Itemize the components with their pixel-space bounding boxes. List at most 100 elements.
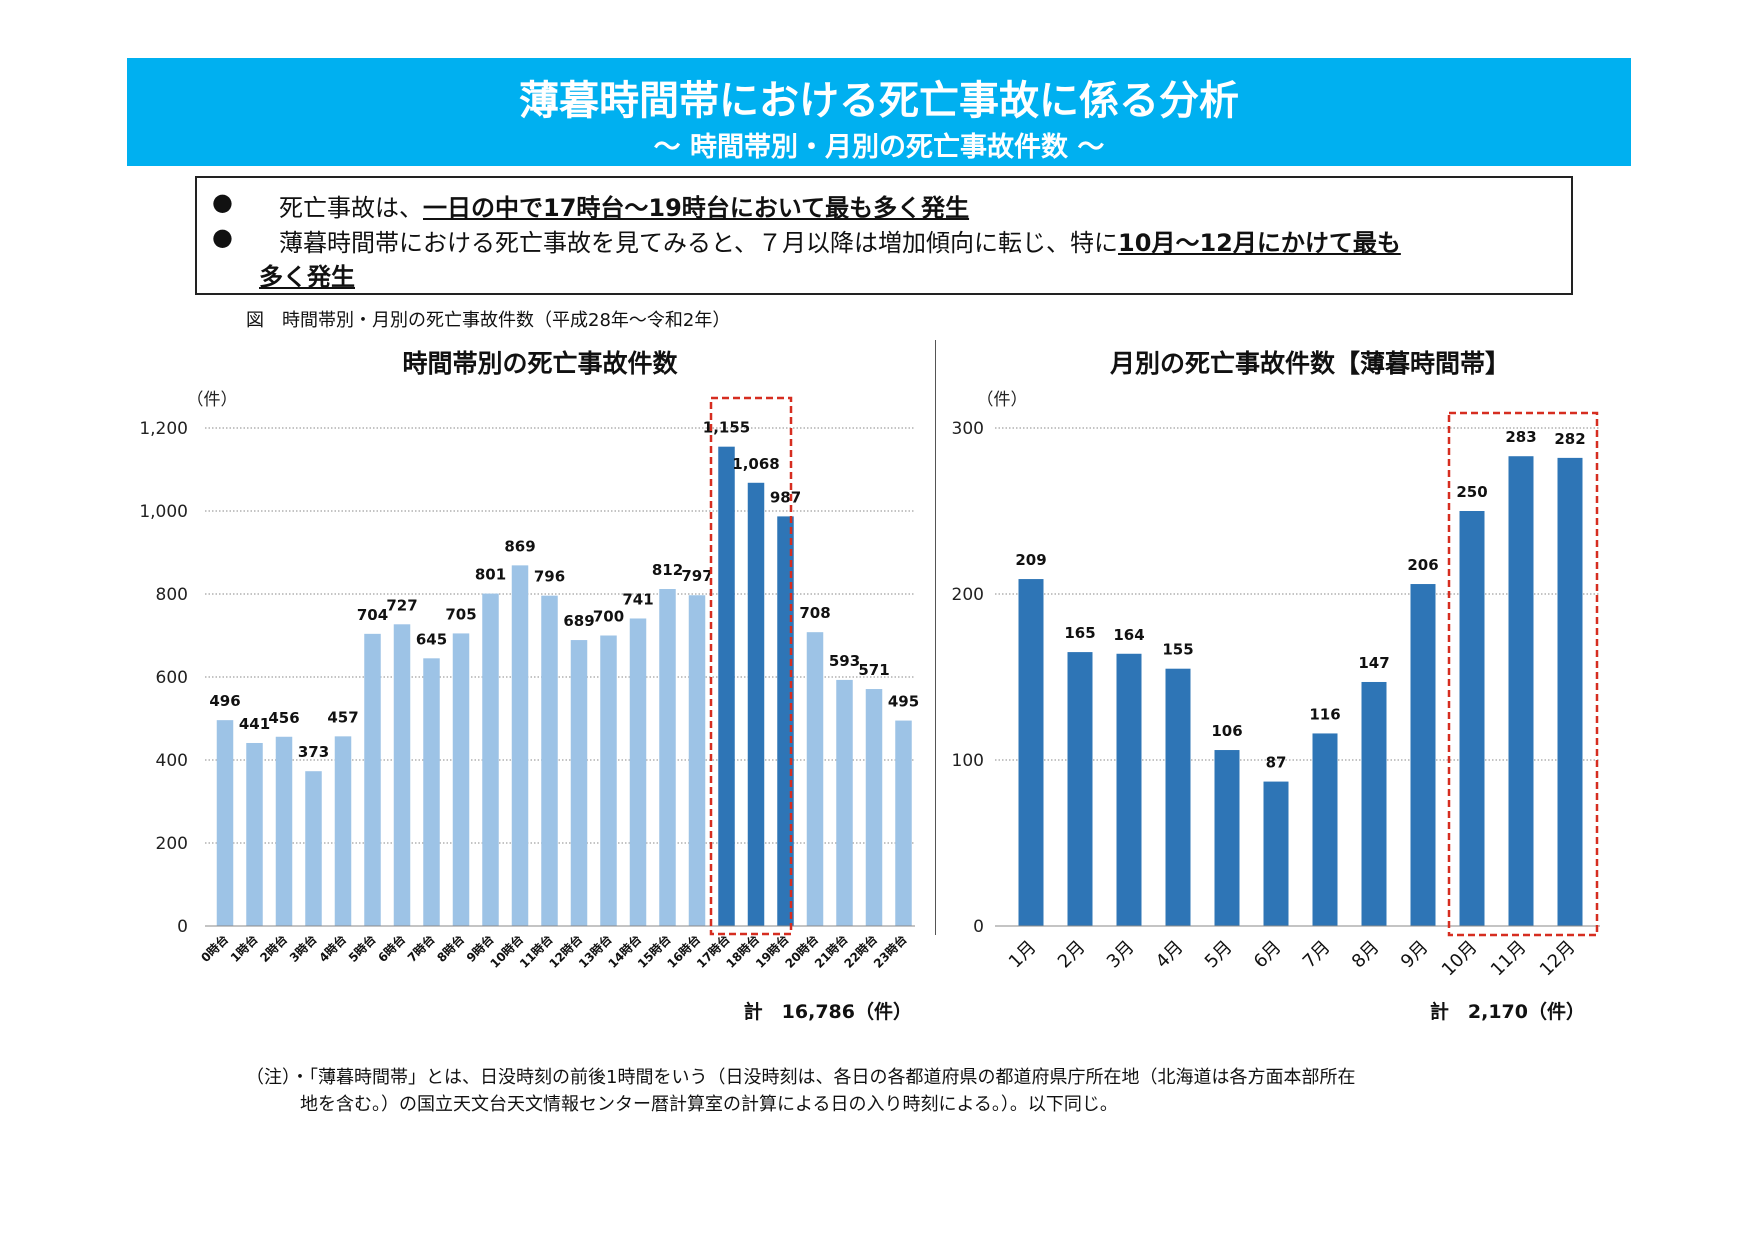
month-category-label: 4月	[1152, 937, 1188, 973]
summary-box: ● 死亡事故は、一日の中で17時台～19時台において最も多く発生 ● 薄暮時間帯…	[195, 176, 1573, 295]
month-value-label: 164	[1113, 626, 1144, 644]
month-highlight-box	[1447, 411, 1599, 937]
month-category-label: 8月	[1348, 937, 1384, 973]
hour-highlight-box	[709, 396, 793, 936]
month-bar	[1312, 733, 1338, 926]
hour-y-tick-label: 1,200	[139, 419, 188, 439]
hour-bar	[629, 618, 647, 926]
hour-value-label: 796	[534, 568, 565, 586]
hour-value-label: 700	[593, 608, 624, 626]
hour-value-label: 705	[445, 605, 476, 623]
hour-bar	[482, 593, 499, 926]
hour-category-label: 5時台	[345, 932, 378, 965]
hour-value-label: 495	[888, 693, 919, 711]
hour-chart-title: 時間帯別の死亡事故件数	[402, 349, 678, 378]
month-category-label: 5月	[1201, 937, 1237, 973]
month-value-label: 282	[1554, 430, 1585, 448]
month-category-label: 7月	[1299, 937, 1335, 973]
month-value-label: 87	[1266, 754, 1287, 772]
hour-y-tick-label: 400	[156, 751, 188, 771]
month-category-label: 12月	[1536, 937, 1580, 981]
hour-value-label: 704	[357, 606, 388, 624]
hour-bar	[895, 720, 912, 926]
hour-bar	[216, 720, 234, 926]
hour-bar	[777, 516, 794, 926]
month-bar	[1557, 457, 1583, 926]
hour-bar	[364, 633, 381, 926]
summary-line-3-emphasis: 多く発生	[259, 263, 355, 291]
summary-line-1-emphasis: 一日の中で17時台～19時台において最も多く発生	[423, 194, 970, 222]
month-bar	[1263, 781, 1289, 926]
month-category-label: 10月	[1438, 937, 1482, 981]
hour-bar	[747, 482, 765, 926]
hour-value-label: 987	[770, 488, 801, 506]
hour-bar	[246, 742, 263, 926]
month-value-label: 283	[1505, 428, 1536, 446]
title-banner: 薄暮時間帯における死亡事故に係る分析 ～ 時間帯別・月別の死亡事故件数 ～	[127, 58, 1631, 166]
hour-value-label: 571	[858, 661, 889, 679]
hour-bar	[718, 446, 735, 926]
hour-value-label: 727	[386, 596, 417, 614]
summary-line-2: 薄暮時間帯における死亡事故を見てみると、７月以降は増加傾向に転じ、特に10月～1…	[279, 223, 1401, 258]
month-total-label: 計 2,170（件）	[1430, 1000, 1585, 1023]
hour-category-label: 2時台	[257, 932, 290, 965]
hour-category-label: 0時台	[198, 932, 231, 965]
bullet-1: ●	[212, 188, 233, 216]
hour-value-label: 797	[681, 567, 712, 585]
month-value-label: 155	[1162, 641, 1193, 659]
hour-bar	[393, 624, 411, 926]
month-category-label: 3月	[1103, 937, 1139, 973]
month-value-label: 116	[1309, 705, 1340, 723]
hour-category-label: 7時台	[404, 932, 437, 965]
month-bar	[1067, 652, 1093, 926]
hour-value-label: 1,068	[732, 455, 779, 473]
month-value-label: 106	[1211, 722, 1242, 740]
hour-bar	[541, 595, 558, 926]
hour-bar	[688, 595, 706, 926]
hour-bar	[865, 689, 883, 926]
hour-bar	[806, 632, 824, 926]
summary-line-1-text: 死亡事故は、	[279, 194, 423, 222]
month-category-label: 9月	[1397, 937, 1433, 973]
month-category-label: 2月	[1054, 937, 1090, 973]
hour-bar	[334, 736, 352, 926]
hour-value-label: 869	[504, 537, 535, 555]
summary-line-2-emphasis: 10月～12月にかけて最も	[1118, 229, 1401, 257]
hour-value-label: 708	[799, 604, 830, 622]
month-bar	[1459, 511, 1485, 926]
month-bar	[1508, 456, 1534, 926]
month-bar	[1116, 653, 1142, 926]
month-y-tick-label: 0	[973, 917, 984, 937]
month-category-label: 11月	[1487, 937, 1531, 981]
hour-category-label: 4時台	[316, 932, 349, 965]
hour-value-label: 593	[829, 652, 860, 670]
figure-caption: 図 時間帯別・月別の死亡事故件数（平成28年～令和2年）	[246, 310, 731, 331]
month-bar	[1410, 584, 1436, 926]
month-category-label: 6月	[1250, 937, 1286, 973]
hour-bar	[275, 736, 293, 926]
note-line-2: 地を含む。）の国立天文台天文情報センター暦計算室の計算による日の入り時刻による。…	[300, 1094, 1118, 1115]
hour-value-label: 441	[239, 715, 270, 733]
month-value-label: 250	[1456, 483, 1487, 501]
page-subtitle: ～ 時間帯別・月別の死亡事故件数 ～	[653, 132, 1105, 163]
summary-line-1: 死亡事故は、一日の中で17時台～19時台において最も多く発生	[279, 188, 969, 223]
hour-bar	[305, 771, 322, 926]
month-bar	[1165, 668, 1191, 926]
note-line-1: （注）・「薄暮時間帯」とは、日没時刻の前後1時間をいう（日没時刻は、各日の各都道…	[246, 1067, 1356, 1088]
hour-y-tick-label: 1,000	[139, 502, 188, 522]
month-bar	[1018, 579, 1044, 926]
month-y-unit: （件）	[977, 390, 1028, 410]
hour-category-label: 6時台	[375, 932, 408, 965]
hour-value-label: 741	[622, 590, 653, 608]
hour-value-label: 812	[652, 561, 683, 579]
hour-y-tick-label: 800	[156, 585, 188, 605]
hour-bar	[836, 679, 853, 926]
month-value-label: 206	[1407, 556, 1438, 574]
hour-value-label: 496	[209, 692, 240, 710]
month-y-tick-label: 200	[952, 585, 984, 605]
hour-y-tick-label: 0	[177, 917, 188, 937]
hour-category-label: 3時台	[286, 932, 319, 965]
hour-value-label: 801	[475, 566, 506, 584]
hour-bar	[452, 633, 470, 926]
